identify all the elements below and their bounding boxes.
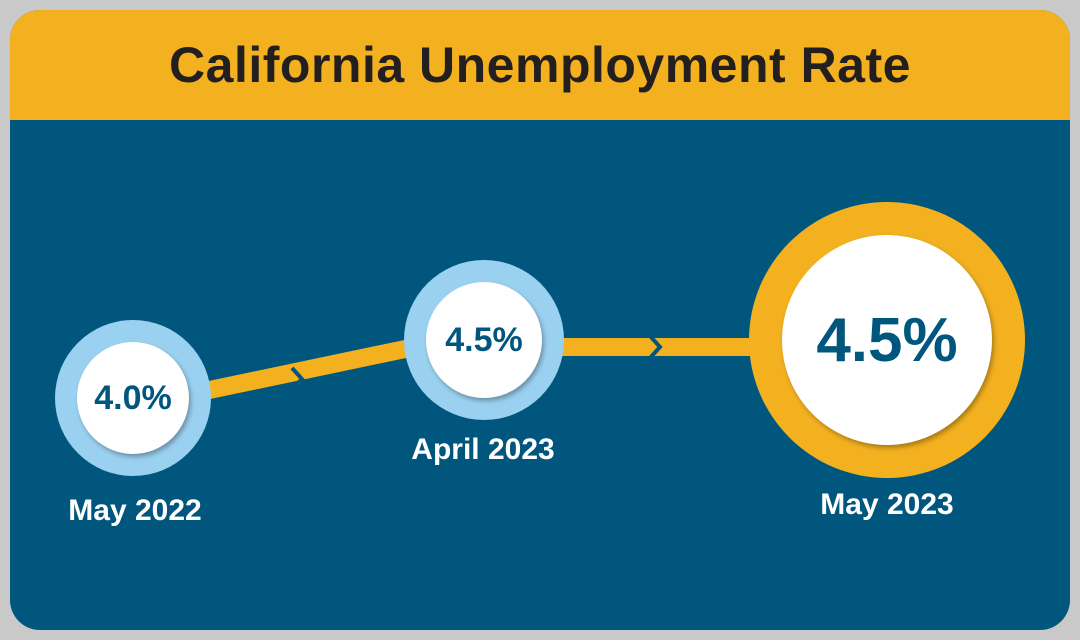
infographic-card: California Unemployment Rate 4.0% May 20… bbox=[10, 10, 1070, 630]
chevron-icon bbox=[648, 334, 663, 360]
value-label: 4.5% bbox=[782, 235, 992, 445]
header-banner: California Unemployment Rate bbox=[10, 10, 1070, 120]
chart-title: California Unemployment Rate bbox=[169, 37, 911, 93]
point-april-2023: 4.5% bbox=[404, 260, 564, 420]
point-may-2023: 4.5% bbox=[749, 202, 1025, 478]
date-label: May 2022 bbox=[68, 494, 202, 527]
connectors bbox=[198, 334, 770, 401]
connector-1 bbox=[198, 339, 412, 401]
chevron-icon bbox=[288, 366, 305, 393]
value-label: 4.0% bbox=[77, 342, 189, 454]
value-label: 4.5% bbox=[426, 282, 542, 398]
date-label: May 2023 bbox=[820, 488, 954, 521]
date-label: April 2023 bbox=[411, 433, 555, 466]
point-may-2022: 4.0% bbox=[55, 320, 211, 476]
